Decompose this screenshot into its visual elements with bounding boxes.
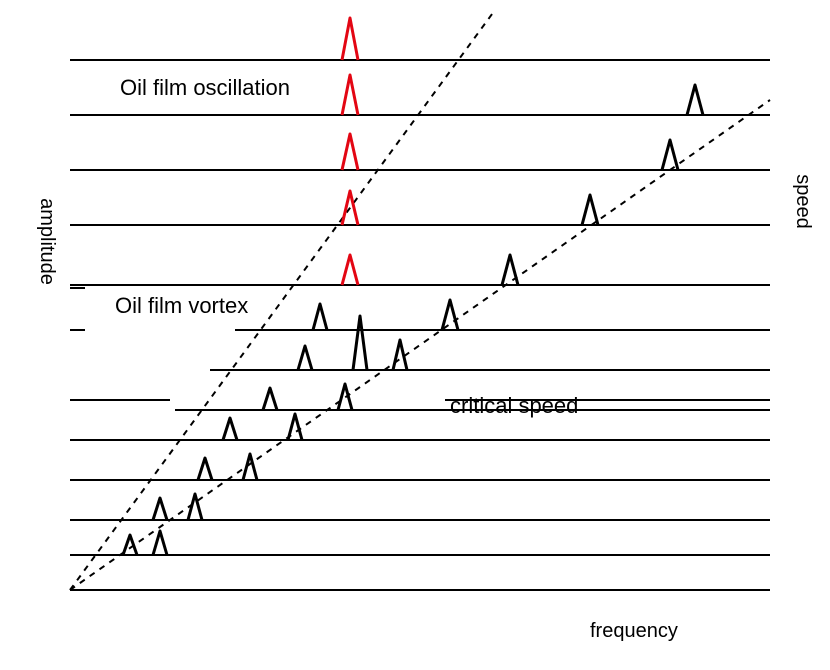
x-axis-label: frequency: [590, 620, 678, 643]
spectrum-peak: [338, 384, 352, 410]
spectrum-peak: [502, 255, 518, 285]
oil-film-oscillation-label: Oil film oscillation: [120, 75, 290, 101]
spectrum-peak: [342, 75, 358, 115]
spectrum-peak: [288, 414, 302, 440]
diagram-svg: [70, 30, 770, 620]
waterfall-diagram: [70, 30, 770, 620]
critical-speed-label: critical speed: [450, 393, 578, 419]
y-axis-right-label: speed: [791, 174, 814, 229]
spectrum-peak: [662, 140, 678, 170]
y-axis-left-label: amplitude: [35, 198, 58, 285]
spectrum-peak: [198, 458, 212, 480]
spectrum-peak: [687, 85, 703, 115]
spectrum-peak: [223, 418, 237, 440]
oil-film-vortex-label: Oil film vortex: [115, 293, 248, 319]
spectrum-peak: [342, 134, 358, 170]
spectrum-peak: [353, 316, 367, 370]
spectrum-peak: [153, 498, 167, 520]
spectrum-peak: [342, 18, 358, 60]
spectrum-peak: [153, 531, 167, 555]
spectrum-peak: [243, 454, 257, 480]
spectrum-peak: [393, 340, 407, 370]
synchronous-line: [70, 100, 770, 590]
spectrum-peak: [298, 346, 312, 370]
spectrum-peak: [123, 535, 137, 555]
spectrum-peak: [582, 195, 598, 225]
spectrum-peak: [442, 300, 458, 330]
spectrum-peak: [263, 388, 277, 410]
spectrum-peak: [342, 255, 358, 285]
spectrum-peak: [313, 304, 327, 330]
